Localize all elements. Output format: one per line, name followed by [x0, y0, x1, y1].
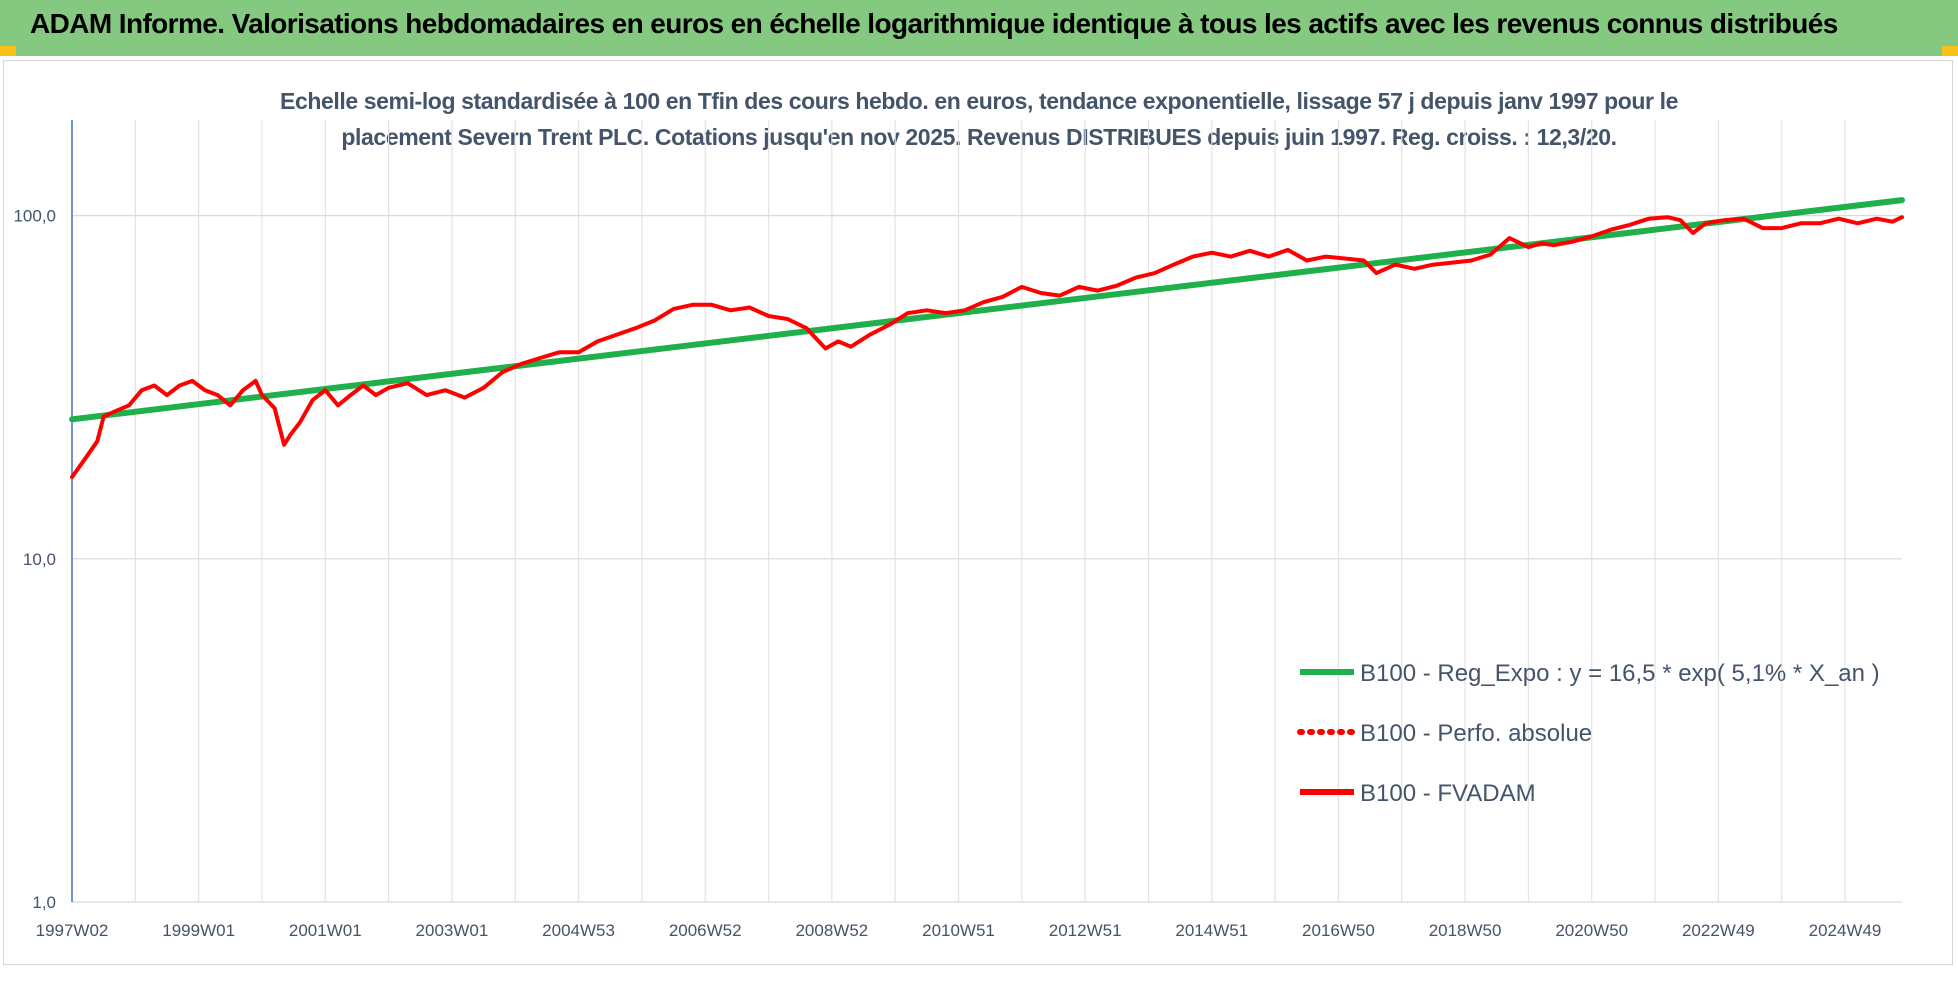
chart-subtitle-line-1: Echelle semi-log standardisée à 100 en T… [280, 88, 1678, 114]
x-tick-label: 2003W01 [416, 921, 489, 940]
x-tick-label: 2012W51 [1049, 921, 1122, 940]
x-tick-label: 2018W50 [1429, 921, 1502, 940]
axis-layer: 1,0 10,0 100,0 1997W02 1999W01 2001W01 2003W01… [13, 120, 1881, 940]
series-layer [69, 197, 1905, 480]
x-tick-label: 2024W49 [1809, 921, 1882, 940]
corner-marker-top-left [0, 46, 16, 56]
y-tick-label: 10,0 [23, 550, 56, 569]
y-tick-label: 100,0 [13, 207, 56, 226]
x-tick-label: 2010W51 [922, 921, 995, 940]
chart-frame [3, 60, 1953, 965]
x-tick-label: 1999W01 [162, 921, 235, 940]
grid-layer [72, 120, 1902, 903]
series-line-0 [69, 197, 1905, 423]
chart-subtitle-line-2: placement Severn Trent PLC. Cotations ju… [341, 124, 1617, 150]
x-tick-label: 2016W50 [1302, 921, 1375, 940]
x-tick-label: 2020W50 [1555, 921, 1628, 940]
x-tick-label: 2014W51 [1175, 921, 1248, 940]
series-line-2 [70, 215, 1904, 480]
x-tick-label: 2004W53 [542, 921, 615, 940]
x-tick-label: 2001W01 [289, 921, 362, 940]
corner-marker-top-right [1942, 46, 1958, 56]
x-tick-label: 2008W52 [795, 921, 868, 940]
title-banner: ADAM Informe. Valorisations hebdomadaire… [0, 0, 1958, 56]
x-tick-label: 1997W02 [36, 921, 109, 940]
legend-label: B100 - Perfo. absolue [1360, 720, 1592, 747]
legend-label: B100 - FVADAM [1360, 780, 1536, 807]
x-tick-label: 2006W52 [669, 921, 742, 940]
y-tick-label: 1,0 [32, 893, 56, 912]
legend-label: B100 - Reg_Expo : y = 16,5 * exp( 5,1% *… [1360, 660, 1880, 687]
x-tick-label: 2022W49 [1682, 921, 1755, 940]
legend: B100 - Reg_Expo : y = 16,5 * exp( 5,1% *… [1297, 660, 1880, 807]
page-title: ADAM Informe. Valorisations hebdomadaire… [30, 8, 1838, 39]
